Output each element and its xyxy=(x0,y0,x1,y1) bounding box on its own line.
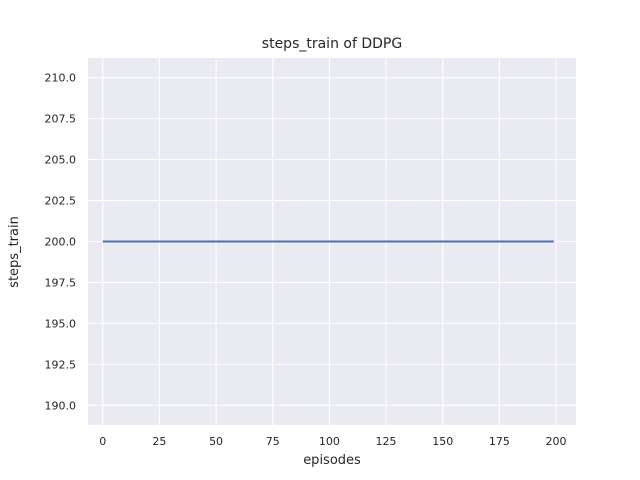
y-axis-label: steps_train xyxy=(7,216,22,288)
x-tick-label: 0 xyxy=(99,435,106,448)
x-axis-label: episodes xyxy=(303,453,361,468)
y-tick-label: 197.5 xyxy=(45,276,77,289)
y-tick-label: 190.0 xyxy=(45,399,77,412)
x-tick-label: 150 xyxy=(432,435,453,448)
chart-title: steps_train of DDPG xyxy=(262,36,402,52)
y-tick-label: 202.5 xyxy=(45,195,77,208)
y-tick-label: 210.0 xyxy=(45,72,77,85)
x-tick-label: 200 xyxy=(546,435,567,448)
y-tick-label: 205.0 xyxy=(45,154,77,167)
y-tick-label: 192.5 xyxy=(45,358,77,371)
x-tick-label: 100 xyxy=(319,435,340,448)
x-tick-label: 75 xyxy=(266,435,280,448)
x-tick-label: 175 xyxy=(489,435,510,448)
y-tick-label: 200.0 xyxy=(45,236,77,249)
x-tick-label: 25 xyxy=(152,435,166,448)
x-tick-label: 125 xyxy=(376,435,397,448)
plot-layer xyxy=(88,58,576,425)
y-tick-label: 195.0 xyxy=(45,317,77,330)
y-tick-label: 207.5 xyxy=(45,113,77,126)
tick-layer: 0 25 50 75 100 125 150 175 200 190.0 192.5 195.0 197… xyxy=(45,72,567,448)
x-tick-label: 50 xyxy=(209,435,223,448)
